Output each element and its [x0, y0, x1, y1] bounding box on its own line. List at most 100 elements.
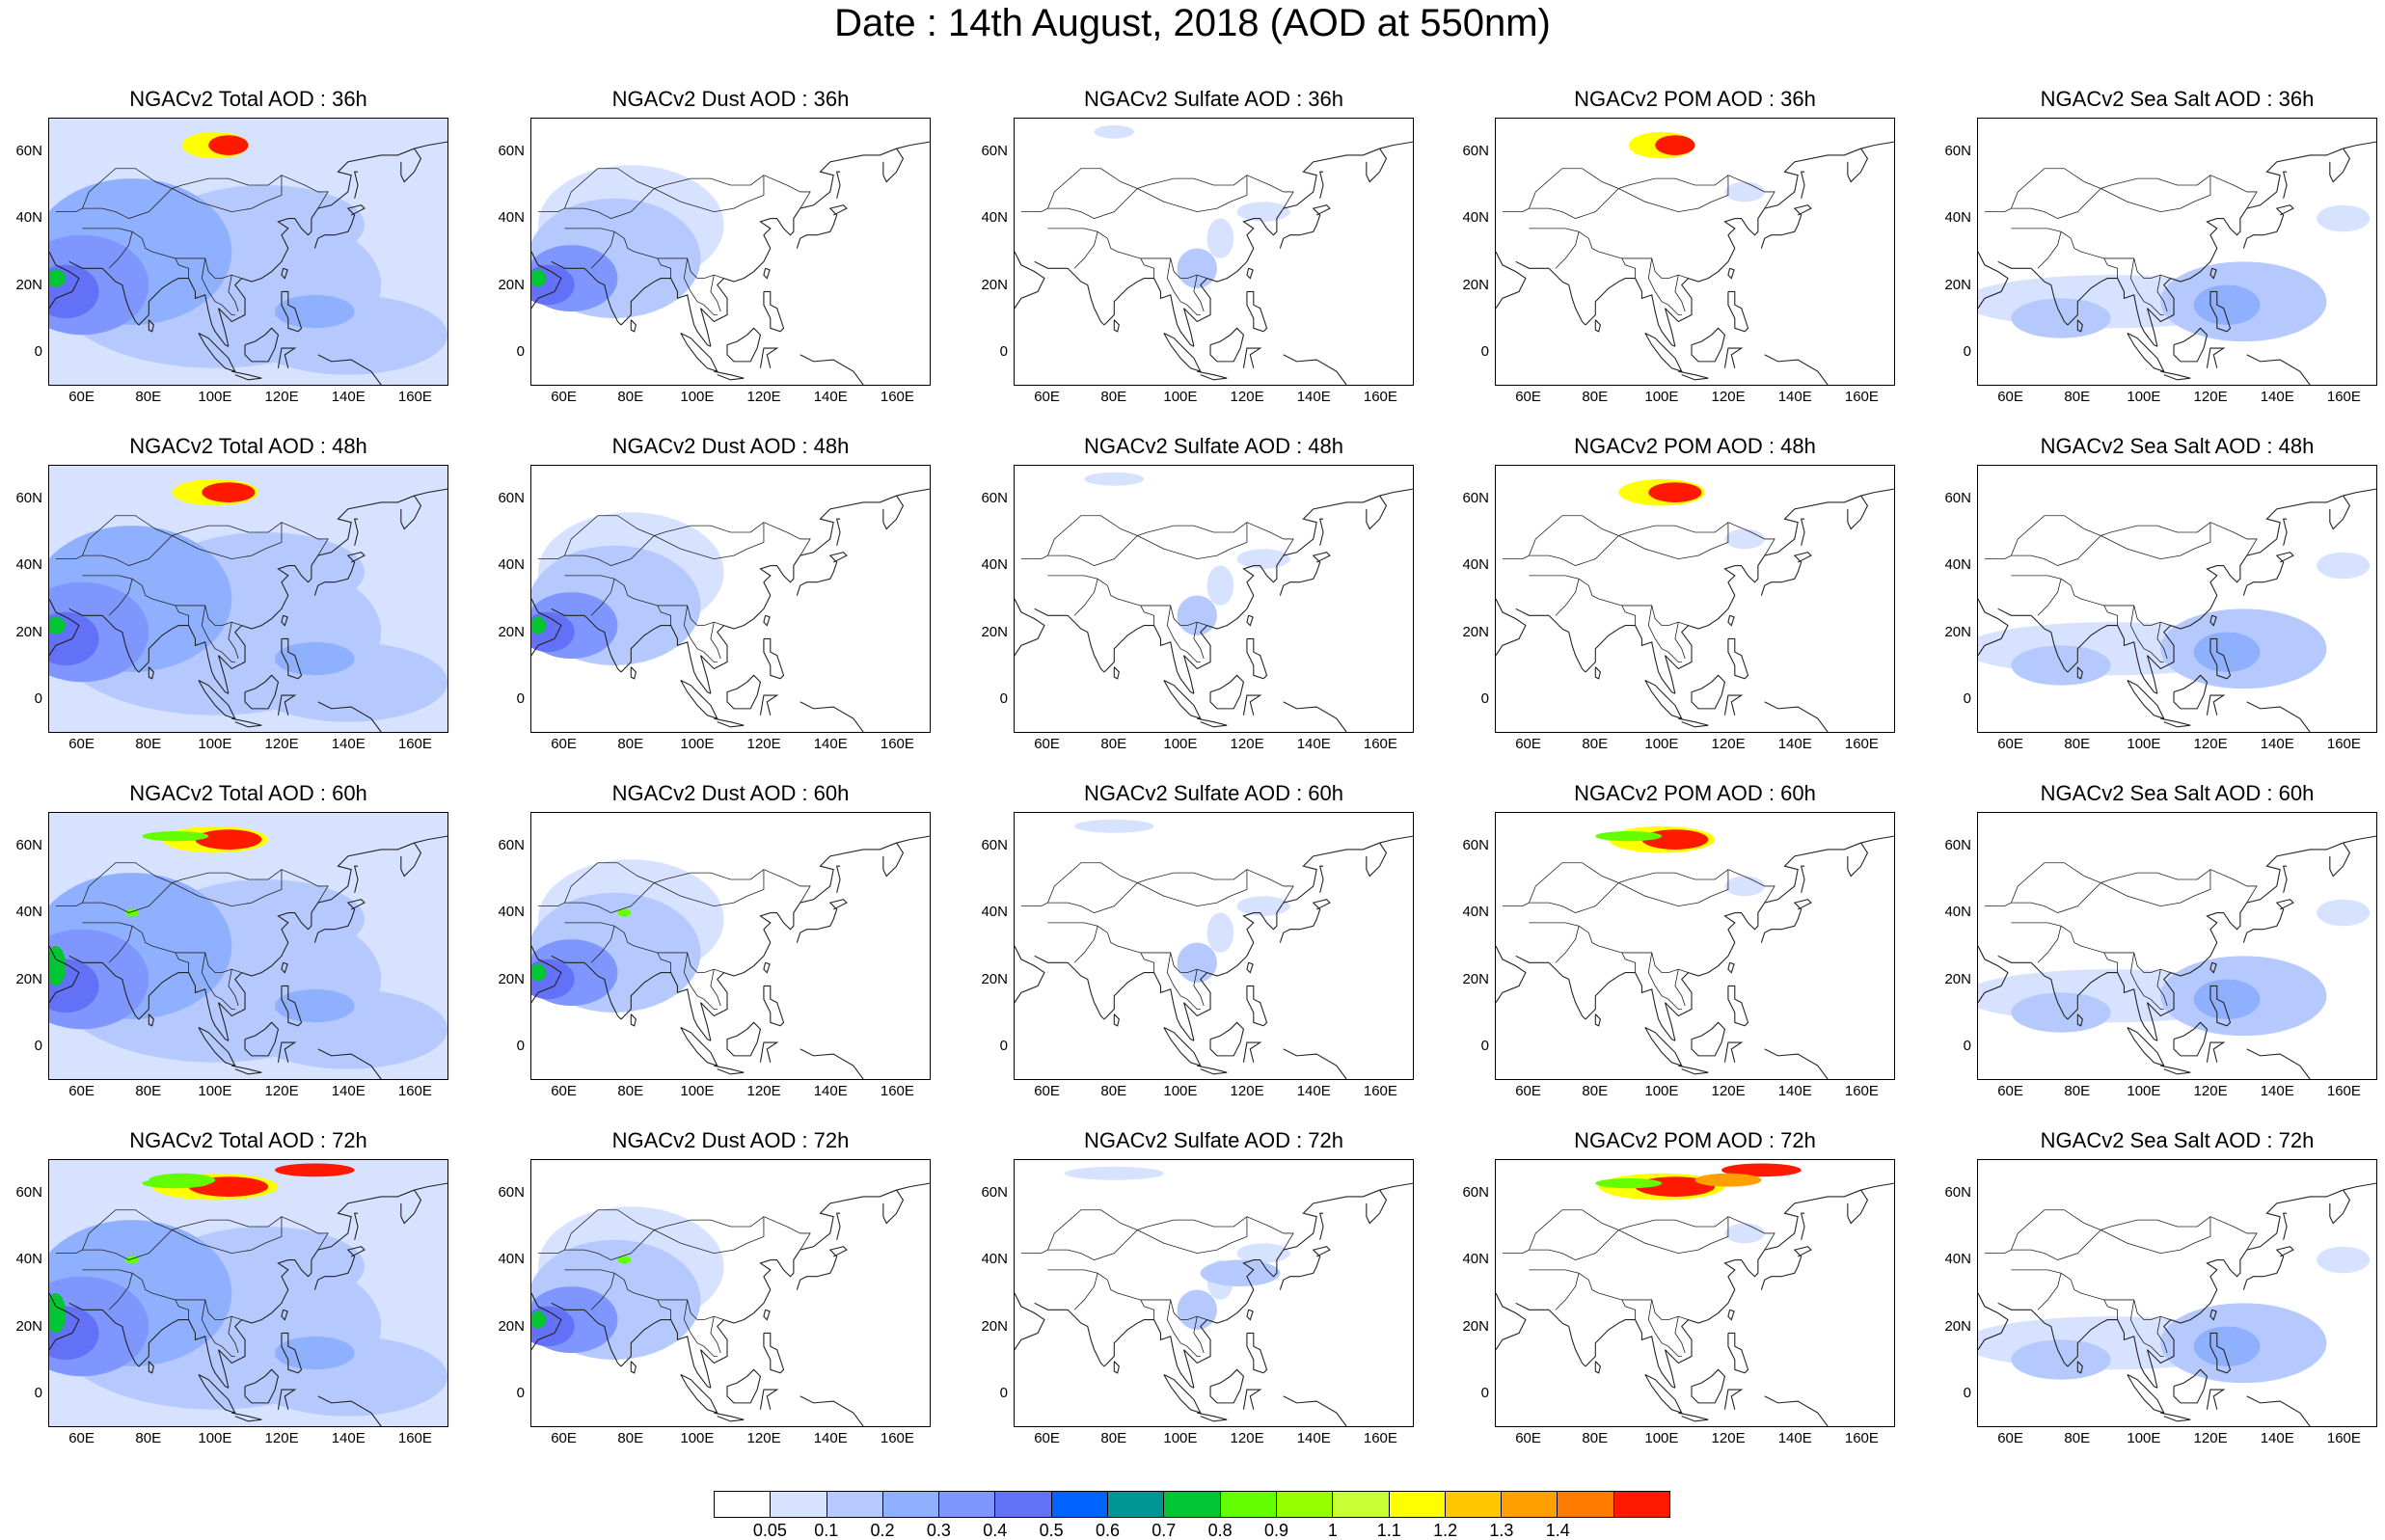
coastline [1283, 701, 1347, 732]
coastline [2160, 717, 2191, 728]
coastline [759, 1041, 779, 1063]
coastline [1585, 278, 1676, 347]
country-border [1020, 168, 1138, 212]
coastline [700, 141, 930, 347]
coastline [1760, 552, 1812, 596]
x-tick-label: 120E [746, 389, 781, 405]
country-border [1137, 522, 1248, 560]
country-border [1674, 969, 1686, 1007]
coastline [835, 865, 841, 893]
x-tick-label: 160E [1363, 389, 1397, 405]
coastline [763, 267, 771, 280]
aod-blob [1236, 549, 1290, 569]
aod-blob [2011, 645, 2111, 686]
coastline [2160, 370, 2191, 381]
panel-title: NGACv2 Dust AOD : 60h [611, 781, 850, 805]
y-tick-label: 0 [34, 690, 42, 708]
aod-blob [1200, 1259, 1281, 1287]
coastline [1847, 1189, 1869, 1225]
y-tick-label: 0 [34, 1385, 42, 1402]
x-tick-label: 80E [617, 1083, 644, 1099]
coastline [1103, 972, 1195, 1041]
country-border [2103, 1299, 2118, 1320]
x-tick-label: 100E [198, 1430, 232, 1446]
coastline [1183, 1182, 1413, 1389]
y-tick-label: 20N [15, 1317, 42, 1335]
aod-blob [1094, 124, 1134, 139]
colorbar-label: 0.4 [983, 1521, 1008, 1540]
map-plot [1977, 465, 2377, 733]
country-border [55, 862, 173, 906]
coastline [714, 717, 745, 728]
x-tick-label: 100E [1163, 1083, 1198, 1099]
coastline [1496, 598, 1527, 656]
coastline [1246, 1309, 1254, 1321]
country-border [2129, 605, 2164, 662]
map-plot [48, 118, 448, 386]
y-tick-label: 60N [15, 142, 42, 159]
coastline [281, 985, 303, 1027]
coastline [1279, 204, 1331, 249]
coastline [1678, 1412, 1709, 1422]
country-border [683, 1299, 718, 1357]
coastline [2206, 694, 2226, 716]
country-border [108, 231, 133, 269]
coastline [2242, 899, 2294, 943]
x-tick-label: 100E [1644, 389, 1679, 405]
country-border [1502, 862, 1619, 906]
country-border [175, 605, 189, 626]
coastline [1242, 1041, 1262, 1063]
x-tick-label: 60E [551, 736, 577, 752]
coastline [353, 518, 359, 546]
coastline [630, 1013, 637, 1027]
country-border [2011, 1216, 2258, 1260]
aod-blob [2317, 899, 2371, 927]
coastline [2206, 347, 2226, 368]
coastline [531, 598, 562, 656]
country-border [1502, 515, 1619, 559]
x-tick-label: 100E [680, 736, 715, 752]
aod-blob [2011, 992, 2111, 1033]
country-border [1073, 231, 1098, 269]
x-tick-label: 60E [1997, 1083, 2023, 1099]
country-border [1555, 1273, 1580, 1310]
coastline [1723, 347, 1744, 368]
coastline [1723, 694, 1744, 716]
coastline [281, 614, 288, 627]
coastline [1242, 694, 1262, 716]
coastline [1727, 985, 1749, 1027]
x-tick-label: 60E [1034, 1083, 1060, 1099]
y-tick-label: 40N [1462, 556, 1489, 574]
coastline [2147, 488, 2376, 694]
coastline [796, 552, 848, 596]
coastline [1246, 614, 1254, 627]
x-tick-label: 140E [2260, 1083, 2294, 1099]
country-border [1137, 869, 1248, 907]
coastline [630, 319, 637, 333]
x-tick-label: 100E [198, 389, 232, 405]
panel-title: NGACv2 POM AOD : 60h [1574, 781, 1816, 805]
coastline [1366, 495, 1388, 530]
y-tick-label: 40N [498, 556, 525, 574]
country-border [108, 926, 133, 963]
aod-map [1978, 488, 2376, 732]
coastline [796, 204, 848, 249]
map-plot [1977, 812, 2377, 1080]
coastline [1496, 251, 1527, 309]
colorbar-label: 1.1 [1376, 1521, 1401, 1540]
country-border [1529, 228, 1689, 279]
coastline [1246, 961, 1254, 974]
x-tick-label: 140E [1296, 736, 1331, 752]
country-border [654, 1216, 765, 1255]
coastline [49, 1292, 80, 1350]
coastline [2173, 1368, 2209, 1404]
y-tick-label: 60N [15, 836, 42, 853]
coastline [1283, 354, 1347, 385]
x-tick-label: 100E [1163, 389, 1198, 405]
country-border [657, 257, 671, 279]
x-tick-label: 120E [264, 1430, 299, 1446]
coastline [1727, 267, 1735, 280]
country-border [1621, 257, 1636, 279]
y-tick-label: 0 [1963, 1385, 1971, 1402]
coastline [1015, 1292, 1045, 1350]
